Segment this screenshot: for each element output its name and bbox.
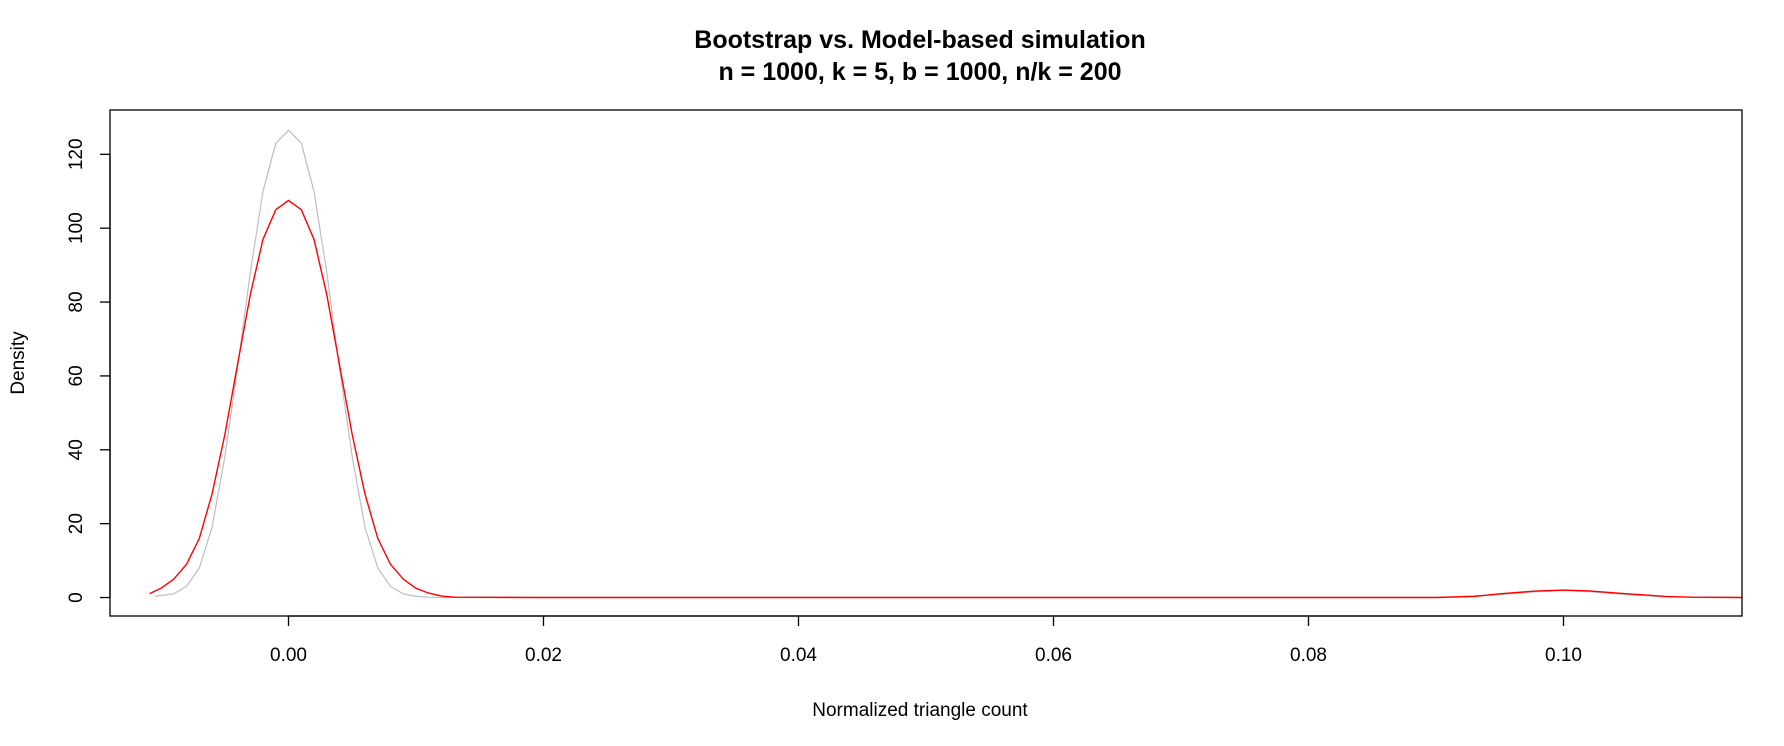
x-tick-label: 0.06 (1035, 645, 1072, 666)
y-tick-label: 80 (66, 291, 87, 312)
series-layer (149, 129, 1743, 599)
plot-frame (109, 109, 1743, 617)
y-axis-title: Density (8, 331, 29, 395)
x-tick-label: 0.08 (1290, 645, 1327, 666)
y-axis: 0 20 40 60 80 100 120 (66, 138, 111, 603)
x-axis: 0.00 0.02 0.04 0.06 0.08 0.10 (270, 615, 1582, 666)
x-tick-label: 0.04 (780, 645, 817, 666)
y-tick-label: 120 (66, 138, 87, 170)
x-tick-label: 0.02 (525, 645, 562, 666)
y-tick-label: 0 (66, 592, 87, 603)
y-tick-label: 100 (66, 212, 87, 244)
density-line-1 (149, 199, 1743, 599)
density-line-0 (154, 129, 1743, 599)
chart-title: Bootstrap vs. Model-based simulation (694, 26, 1145, 54)
x-tick-label: 0.10 (1545, 645, 1582, 666)
x-tick-label: 0.00 (270, 645, 307, 666)
y-tick-label: 40 (66, 439, 87, 460)
y-tick-label: 20 (66, 513, 87, 534)
y-tick-label: 60 (66, 365, 87, 386)
x-axis-title: Normalized triangle count (812, 700, 1028, 721)
chart-subtitle: n = 1000, k = 5, b = 1000, n/k = 200 (718, 58, 1121, 86)
